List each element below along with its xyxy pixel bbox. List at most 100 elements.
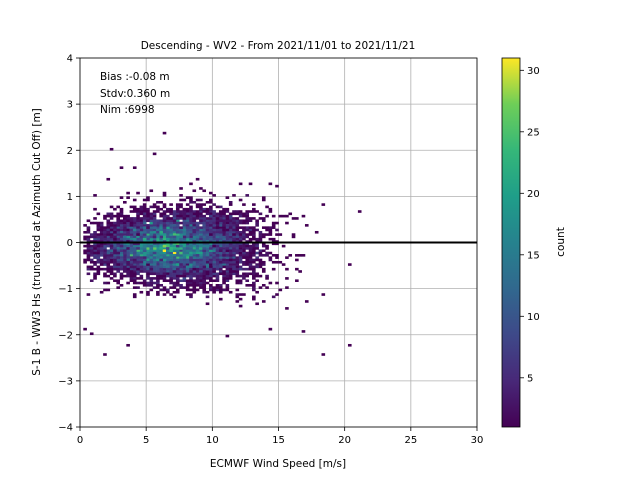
density-cell [248,284,253,287]
density-cell [126,191,130,195]
density-cell [261,196,266,199]
density-cell [202,251,207,255]
density-cell [222,256,226,259]
density-cell [301,214,306,218]
density-cell [162,212,167,216]
density-cell [103,230,107,234]
density-cell [93,263,97,266]
density-cell [106,228,111,232]
density-cell [179,230,183,234]
density-cell [139,224,144,227]
density-cell [222,230,226,234]
density-cell [136,272,140,276]
density-cell [242,254,246,257]
density-cell [222,263,226,266]
density-cell [166,230,170,234]
density-cell [232,194,236,197]
density-cell [142,254,147,257]
density-cell [215,284,220,287]
density-cell [126,214,130,218]
density-cell [159,249,164,253]
density-cell [109,217,114,220]
density-cell [146,217,150,220]
density-cell [182,235,187,239]
density-cell [209,235,213,239]
density-cell [255,263,259,266]
density-cell [271,260,276,264]
density-cell [99,235,104,239]
density-cell [212,260,216,264]
density-cell [162,254,167,257]
density-cell [222,254,226,257]
density-cell [212,242,216,246]
density-cell [185,256,190,259]
density-cell [166,219,170,223]
density-cell [142,203,147,206]
density-cell [189,224,193,227]
density-cell [103,249,107,253]
density-cell [172,254,177,257]
density-cell [89,279,94,283]
density-cell [159,284,164,287]
density-cell [209,244,213,248]
density-cell [202,233,207,236]
density-cell [109,235,114,239]
density-cell [123,235,127,239]
density-cell [109,205,114,209]
density-cell [169,263,173,266]
density-cell [199,217,203,220]
density-cell [159,240,164,243]
density-cell [113,244,117,248]
density-cell [103,214,107,218]
density-cell [175,288,180,292]
density-cell [116,260,120,264]
density-cell [228,251,233,255]
density-cell [109,221,114,225]
density-cell [209,205,213,209]
density-cell [166,256,170,259]
density-cell [209,279,213,283]
density-cell [126,254,130,257]
density-cell [268,281,273,285]
density-cell [209,207,213,211]
density-cell [172,265,177,269]
density-cell [212,210,216,213]
density-cell [242,212,246,216]
density-cell [222,207,226,211]
density-cell [232,240,236,243]
density-cell [189,274,193,278]
density-cell [89,233,94,236]
density-cell [268,207,273,211]
density-cell [162,237,167,241]
density-cell [199,274,203,278]
density-cell [275,281,279,285]
y-axis-label: S-1 B - WW3 Hs (truncated at Azimuth Cut… [31,108,43,376]
density-cell [238,247,243,250]
density-cell [175,210,180,213]
density-cell [129,221,134,225]
density-cell [189,256,193,259]
density-cell [152,233,157,236]
density-cell [149,233,154,236]
density-cell [218,272,223,276]
density-cell [146,258,150,262]
density-cell [123,200,127,204]
density-cell [232,230,236,234]
density-cell [195,267,200,271]
density-cell [222,214,226,218]
density-cell [152,258,157,262]
y-tick-label: 4 [67,54,73,65]
density-cell [103,235,107,239]
chart-title: Descending - WV2 - From 2021/11/01 to 20… [141,40,416,52]
density-cell [119,267,124,271]
density-cell [123,256,127,259]
density-cell [142,205,147,209]
density-cell [232,258,236,262]
density-cell [185,210,190,213]
density-cell [166,242,170,246]
density-cell [182,210,187,213]
density-cell [238,249,243,253]
density-cell [185,196,190,199]
density-cell [126,260,130,264]
density-cell [172,233,177,236]
